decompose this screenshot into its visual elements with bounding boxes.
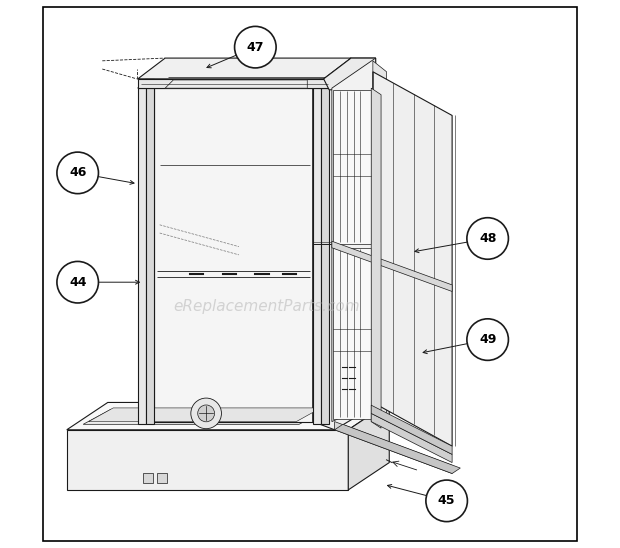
Polygon shape	[348, 402, 389, 490]
Bar	[143, 473, 153, 483]
Text: 46: 46	[69, 167, 86, 179]
Polygon shape	[67, 402, 389, 430]
Polygon shape	[333, 90, 371, 244]
Polygon shape	[138, 79, 329, 88]
Polygon shape	[333, 248, 371, 419]
Polygon shape	[146, 88, 154, 424]
Polygon shape	[89, 408, 321, 421]
Polygon shape	[332, 58, 376, 421]
Polygon shape	[154, 88, 312, 421]
Polygon shape	[67, 430, 348, 490]
Bar	[157, 473, 167, 483]
Text: 48: 48	[479, 232, 497, 245]
Polygon shape	[371, 405, 452, 454]
Circle shape	[57, 261, 99, 303]
Text: 49: 49	[479, 333, 497, 346]
Polygon shape	[324, 58, 376, 90]
Polygon shape	[312, 79, 329, 88]
Circle shape	[426, 480, 467, 522]
Text: 47: 47	[247, 41, 264, 54]
Polygon shape	[371, 88, 381, 428]
Circle shape	[467, 319, 508, 361]
Polygon shape	[329, 58, 351, 88]
Polygon shape	[83, 409, 326, 424]
Circle shape	[57, 152, 99, 193]
Text: 44: 44	[69, 276, 86, 289]
Circle shape	[234, 26, 276, 68]
Text: 45: 45	[438, 494, 456, 507]
Polygon shape	[371, 413, 452, 463]
Circle shape	[191, 398, 221, 429]
Polygon shape	[332, 241, 452, 292]
Polygon shape	[312, 58, 376, 430]
Polygon shape	[321, 88, 329, 424]
Polygon shape	[138, 58, 351, 79]
Polygon shape	[165, 80, 308, 88]
Circle shape	[198, 405, 215, 422]
Polygon shape	[335, 424, 460, 473]
Circle shape	[467, 218, 508, 259]
Polygon shape	[335, 421, 452, 473]
Polygon shape	[312, 88, 321, 424]
Text: eReplacementParts.com: eReplacementParts.com	[173, 299, 360, 315]
Polygon shape	[138, 79, 154, 88]
Polygon shape	[373, 61, 386, 416]
Polygon shape	[373, 72, 452, 446]
Polygon shape	[138, 88, 146, 424]
